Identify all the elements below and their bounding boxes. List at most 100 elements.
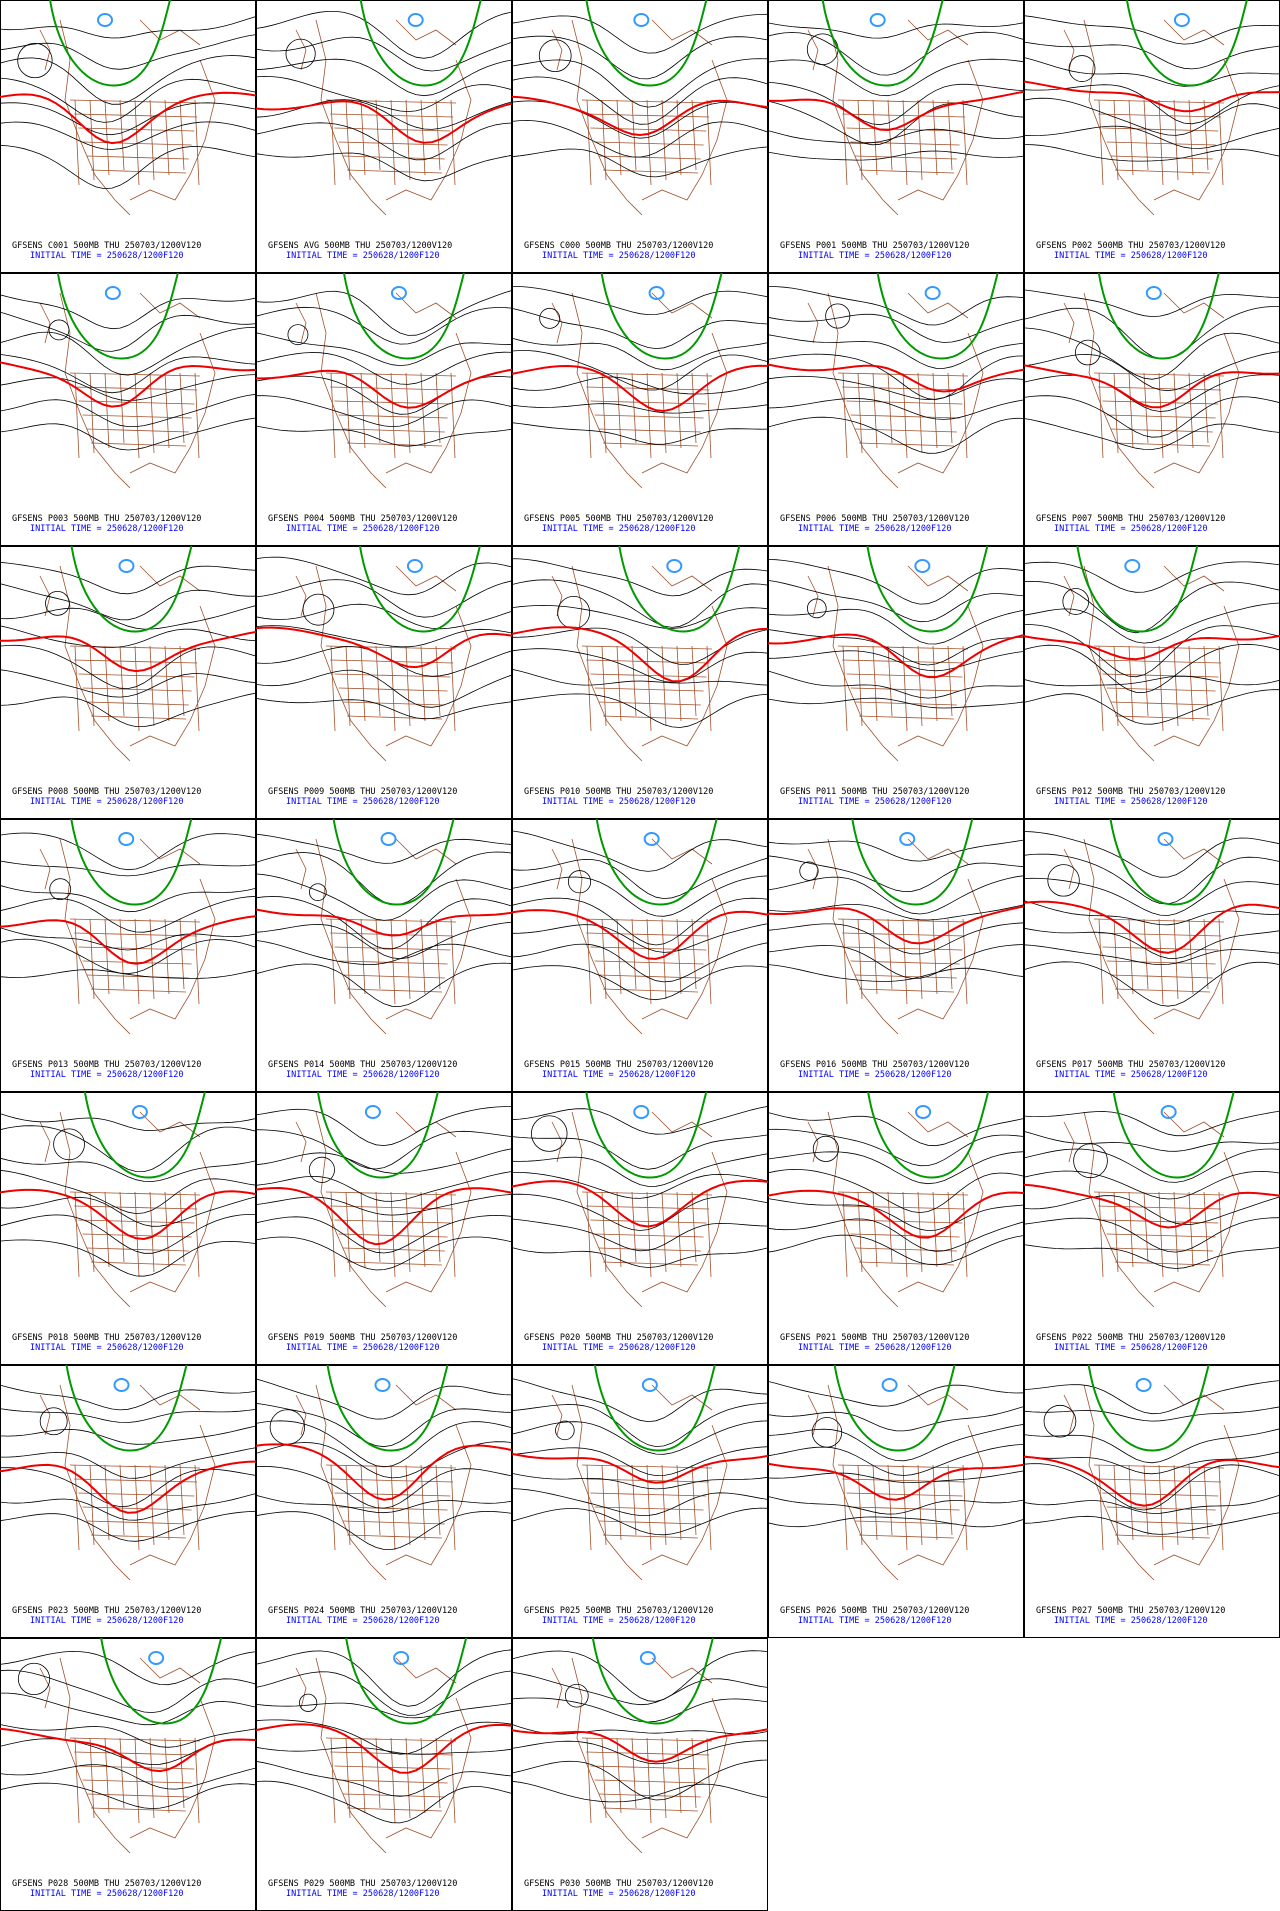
contour-552 — [585, 1092, 708, 1179]
contour-552 — [1087, 1365, 1210, 1452]
border-line — [390, 99, 396, 186]
border-line — [194, 645, 200, 732]
contour — [768, 1112, 1024, 1147]
contour — [512, 1697, 768, 1723]
border-line — [375, 1191, 381, 1263]
border-line — [586, 645, 592, 732]
contour — [1024, 689, 1280, 725]
contour-552 — [100, 1638, 223, 1725]
border-line — [1203, 1464, 1209, 1536]
border-line — [1128, 1191, 1134, 1268]
border-line — [375, 918, 381, 990]
contour-576 — [768, 633, 1024, 679]
border-line — [149, 372, 155, 454]
border-line — [1158, 99, 1164, 186]
border-line — [1158, 372, 1164, 459]
panel-border — [512, 1365, 768, 1638]
contour — [1024, 1244, 1280, 1269]
initial-time: INITIAL TIME = 250628/1200F120 — [542, 1889, 696, 1899]
border-line — [917, 645, 923, 727]
panel-border — [1024, 546, 1280, 819]
map-panel: GFSENS P029 500MB THU 250703/1200V120 INI… — [256, 1638, 512, 1911]
border-line — [104, 918, 110, 995]
contour — [768, 375, 1024, 401]
contour — [768, 313, 1024, 343]
panel-border — [0, 1092, 256, 1365]
contour-low — [666, 559, 683, 573]
contour — [768, 398, 1024, 420]
coastline — [295, 1657, 472, 1854]
contour-552 — [332, 819, 455, 906]
contour — [0, 102, 256, 136]
contour — [0, 1408, 256, 1423]
border-line — [872, 372, 878, 449]
border-line — [1158, 918, 1164, 1005]
contour — [512, 308, 768, 350]
border-line — [706, 1737, 712, 1824]
coastline — [39, 1384, 216, 1581]
contour — [512, 58, 768, 108]
border-line — [887, 372, 893, 444]
panel-label: GFSENS P019 500MB THU 250703/1200V120 — [268, 1333, 457, 1343]
panel-label: GFSENS P025 500MB THU 250703/1200V120 — [524, 1606, 713, 1616]
map-panel: GFSENS P021 500MB THU 250703/1200V120 INI… — [768, 1092, 1024, 1365]
panel-border — [768, 819, 1024, 1092]
map-panel: GFSENS P023 500MB THU 250703/1200V120 INI… — [0, 1365, 256, 1638]
border-line — [119, 1737, 125, 1809]
border-line — [691, 918, 697, 990]
border-line — [706, 99, 712, 186]
borders — [807, 565, 984, 762]
border-line — [405, 372, 411, 454]
contour-552 — [851, 819, 974, 906]
border-line — [586, 1737, 592, 1824]
contour — [768, 31, 1024, 76]
contour — [512, 875, 768, 917]
borders — [807, 19, 984, 216]
contour — [1024, 1130, 1280, 1152]
contour — [1024, 1148, 1280, 1183]
contour — [512, 648, 768, 683]
contour — [768, 1234, 1024, 1266]
contour — [531, 1115, 568, 1152]
contour — [256, 1702, 512, 1719]
contour-552 — [821, 0, 944, 87]
border-line — [902, 645, 908, 732]
border-line — [691, 1191, 697, 1263]
coastline — [551, 565, 728, 762]
contour-576 — [768, 1462, 1024, 1501]
border-line — [390, 1737, 396, 1824]
contour — [512, 1378, 768, 1423]
border-line — [857, 1464, 863, 1546]
border-line — [616, 1464, 622, 1541]
contour — [256, 1194, 512, 1216]
initial-time: INITIAL TIME = 250628/1200F120 — [798, 1616, 952, 1626]
borders — [551, 838, 728, 1035]
border-line — [1173, 99, 1179, 181]
panel-label: GFSENS P006 500MB THU 250703/1200V120 — [780, 514, 969, 524]
contour — [512, 422, 768, 445]
map-panel: GFSENS P012 500MB THU 250703/1200V120 INI… — [1024, 546, 1280, 819]
contour-576 — [768, 90, 1024, 132]
contour — [256, 669, 512, 708]
contour-low — [633, 1105, 650, 1119]
contour — [768, 100, 1024, 146]
contour — [256, 395, 512, 428]
border-line — [119, 645, 125, 717]
contour — [1024, 624, 1280, 678]
contour-576 — [1024, 900, 1280, 954]
border-line — [616, 645, 622, 722]
coastline — [295, 19, 472, 216]
contour — [512, 35, 768, 80]
border-line — [676, 918, 682, 995]
panel-border — [768, 1365, 1024, 1638]
contour — [0, 669, 256, 698]
border-line — [586, 918, 592, 1005]
contour — [768, 334, 1024, 369]
border-line — [1143, 918, 1149, 990]
contour — [0, 417, 256, 451]
contour — [256, 1214, 512, 1254]
coastline — [39, 1657, 216, 1854]
contour-576 — [1024, 364, 1280, 409]
contour-552 — [1112, 1092, 1235, 1179]
border-line — [149, 1191, 155, 1273]
